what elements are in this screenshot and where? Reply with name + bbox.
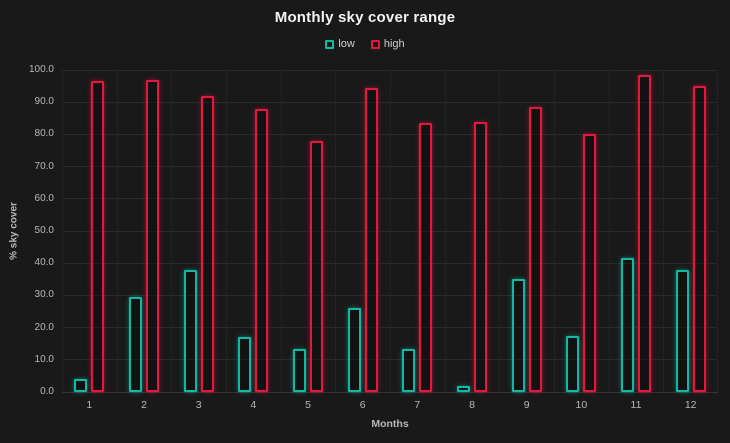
bar-low-month-3[interactable] xyxy=(183,269,197,392)
gridline-vertical xyxy=(62,70,63,392)
gridline-vertical xyxy=(554,70,555,392)
bar-high-month-6[interactable] xyxy=(364,87,378,392)
x-tick-label: 7 xyxy=(414,399,421,411)
bar-low-month-5[interactable] xyxy=(292,348,306,392)
bar-high-month-1[interactable] xyxy=(91,81,105,392)
bar-high-month-7[interactable] xyxy=(419,123,433,392)
bar-high-month-12[interactable] xyxy=(692,86,706,392)
legend-label-low: low xyxy=(338,38,355,50)
legend-swatch-low-icon xyxy=(325,39,335,49)
y-tick-label: 30.0 xyxy=(34,289,54,301)
gridline-vertical xyxy=(499,70,501,392)
legend-label-high: high xyxy=(383,38,405,50)
gridline-vertical xyxy=(116,70,118,392)
y-tick-label: 10.0 xyxy=(34,353,54,365)
bar-high-month-11[interactable] xyxy=(637,74,651,392)
bar-low-month-10[interactable] xyxy=(566,335,580,392)
y-tick-label: 40.0 xyxy=(34,257,54,269)
bar-low-month-8[interactable] xyxy=(456,385,470,392)
bar-high-month-4[interactable] xyxy=(255,108,269,392)
x-tick-label: 8 xyxy=(469,399,475,411)
y-axis-ticks: 0.0 10.0 20.0 30.0 40.0 50.0 60.0 70.0 80.0 90.0 1… xyxy=(0,64,56,397)
bar-low-month-12[interactable] xyxy=(675,269,689,392)
x-tick-label: 3 xyxy=(195,399,202,411)
bar-low-month-1[interactable] xyxy=(74,379,88,392)
gridline-horizontal xyxy=(62,392,718,393)
bar-low-month-11[interactable] xyxy=(620,258,634,392)
bar-high-month-3[interactable] xyxy=(200,95,214,392)
y-tick-label: 70.0 xyxy=(34,160,54,172)
x-tick-label: 10 xyxy=(575,399,588,411)
bar-group-month-5 xyxy=(281,70,336,392)
bar-group-month-9 xyxy=(499,70,554,392)
chart-title: Monthly sky cover range xyxy=(274,9,456,26)
bar-low-month-2[interactable] xyxy=(128,297,142,392)
bar-low-month-6[interactable] xyxy=(347,308,361,392)
bar-high-month-8[interactable] xyxy=(473,121,487,392)
bar-low-month-9[interactable] xyxy=(511,279,525,392)
bar-low-month-4[interactable] xyxy=(238,337,252,392)
y-tick-label: 80.0 xyxy=(34,128,54,140)
x-tick-label: 11 xyxy=(630,399,642,411)
gridline-vertical xyxy=(663,70,665,392)
x-axis-title: Months xyxy=(371,418,409,430)
x-tick-label: 6 xyxy=(359,399,366,411)
gridline-vertical xyxy=(335,70,337,392)
x-tick-label: 2 xyxy=(141,399,147,411)
gridline-vertical xyxy=(444,70,446,392)
gridline-vertical xyxy=(280,70,282,392)
bar-group-month-11 xyxy=(609,70,664,392)
bar-low-month-7[interactable] xyxy=(402,348,416,392)
x-axis-ticks: 1 2 3 4 5 6 7 8 9 10 11 12 xyxy=(62,399,718,412)
y-tick-label: 20.0 xyxy=(34,321,54,333)
legend-swatch-high-icon xyxy=(370,39,380,49)
y-tick-label: 90.0 xyxy=(34,96,54,108)
y-tick-label: 50.0 xyxy=(34,225,54,236)
legend-item-low[interactable]: low xyxy=(325,38,355,50)
bar-group-month-3 xyxy=(171,70,226,392)
legend-item-high[interactable]: high xyxy=(370,38,405,50)
bar-group-month-1 xyxy=(62,70,117,392)
bar-group-month-7 xyxy=(390,70,445,392)
x-tick-label: 4 xyxy=(250,399,257,411)
bar-high-month-2[interactable] xyxy=(145,79,159,392)
gridline-vertical xyxy=(226,70,227,392)
y-tick-label: 0.0 xyxy=(40,386,54,397)
bar-group-month-8 xyxy=(445,70,500,392)
gridline-vertical xyxy=(608,70,610,392)
x-tick-label: 9 xyxy=(523,399,530,411)
gridline-vertical xyxy=(717,70,718,392)
bar-high-month-5[interactable] xyxy=(309,140,323,392)
bar-high-month-10[interactable] xyxy=(583,134,597,392)
bar-group-month-10 xyxy=(554,70,609,392)
bar-group-month-12 xyxy=(663,70,718,392)
x-tick-label: 1 xyxy=(86,399,93,411)
legend: low high xyxy=(0,38,730,50)
bar-group-month-4 xyxy=(226,70,281,392)
gridline-vertical xyxy=(171,70,173,392)
bar-group-month-6 xyxy=(335,70,390,392)
plot-area xyxy=(62,69,718,393)
y-tick-label: 60.0 xyxy=(34,192,54,204)
bar-group-month-2 xyxy=(117,70,172,392)
x-tick-label: 12 xyxy=(684,399,697,411)
x-tick-label: 5 xyxy=(305,399,311,411)
gridline-vertical xyxy=(390,70,391,392)
bar-high-month-9[interactable] xyxy=(528,107,542,392)
y-tick-label: 100.0 xyxy=(28,64,54,75)
